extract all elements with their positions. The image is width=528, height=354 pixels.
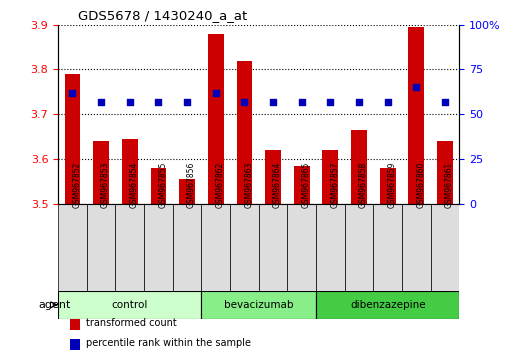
- Text: control: control: [111, 300, 148, 310]
- Bar: [208, 34, 224, 204]
- Bar: [144, 204, 173, 291]
- Bar: [93, 141, 109, 204]
- Bar: [431, 204, 459, 291]
- Text: GSM967860: GSM967860: [417, 161, 426, 208]
- Bar: [58, 204, 87, 291]
- Bar: [323, 150, 338, 204]
- Bar: [201, 204, 230, 291]
- Point: [212, 90, 220, 96]
- Bar: [402, 204, 431, 291]
- Bar: [265, 150, 281, 204]
- Point: [326, 99, 335, 104]
- Text: GSM967858: GSM967858: [359, 162, 368, 208]
- Point: [441, 99, 449, 104]
- Bar: [437, 141, 453, 204]
- Bar: [287, 204, 316, 291]
- Point: [383, 99, 392, 104]
- Text: GSM967864: GSM967864: [273, 161, 282, 208]
- Bar: [351, 130, 367, 204]
- Bar: [380, 168, 395, 204]
- Text: transformed count: transformed count: [86, 318, 177, 328]
- Bar: [173, 204, 201, 291]
- Text: GSM967856: GSM967856: [187, 161, 196, 208]
- Text: GSM967861: GSM967861: [445, 162, 454, 208]
- Bar: [345, 204, 373, 291]
- Bar: [87, 204, 116, 291]
- Point: [68, 90, 77, 96]
- Bar: [259, 204, 287, 291]
- Text: GSM967852: GSM967852: [72, 162, 81, 208]
- Bar: [64, 74, 80, 204]
- Text: GSM967859: GSM967859: [388, 161, 397, 208]
- Text: GDS5678 / 1430240_a_at: GDS5678 / 1430240_a_at: [78, 9, 248, 22]
- Text: GSM967853: GSM967853: [101, 161, 110, 208]
- Bar: [230, 204, 259, 291]
- Text: percentile rank within the sample: percentile rank within the sample: [86, 338, 251, 348]
- Text: bevacizumab: bevacizumab: [224, 300, 294, 310]
- Point: [297, 99, 306, 104]
- Bar: [294, 166, 309, 204]
- Point: [355, 99, 363, 104]
- Text: GSM967857: GSM967857: [331, 161, 340, 208]
- Bar: [237, 61, 252, 204]
- Bar: [316, 291, 459, 319]
- Bar: [70, 339, 80, 350]
- Text: dibenzazepine: dibenzazepine: [350, 300, 426, 310]
- Text: GSM967863: GSM967863: [244, 161, 253, 208]
- Point: [412, 85, 421, 90]
- Point: [126, 99, 134, 104]
- Bar: [409, 27, 425, 204]
- Text: GSM967855: GSM967855: [158, 161, 167, 208]
- Point: [240, 99, 249, 104]
- Point: [269, 99, 277, 104]
- Text: GSM967854: GSM967854: [130, 161, 139, 208]
- Bar: [122, 139, 138, 204]
- Text: agent: agent: [38, 300, 70, 310]
- Text: GSM967865: GSM967865: [301, 161, 310, 208]
- Text: GSM967862: GSM967862: [216, 162, 225, 208]
- Bar: [201, 291, 316, 319]
- Point: [97, 99, 105, 104]
- Bar: [316, 204, 345, 291]
- Bar: [150, 168, 166, 204]
- Bar: [179, 179, 195, 204]
- Point: [154, 99, 163, 104]
- Bar: [70, 319, 80, 330]
- Bar: [373, 204, 402, 291]
- Point: [183, 99, 191, 104]
- Bar: [58, 291, 201, 319]
- Bar: [116, 204, 144, 291]
